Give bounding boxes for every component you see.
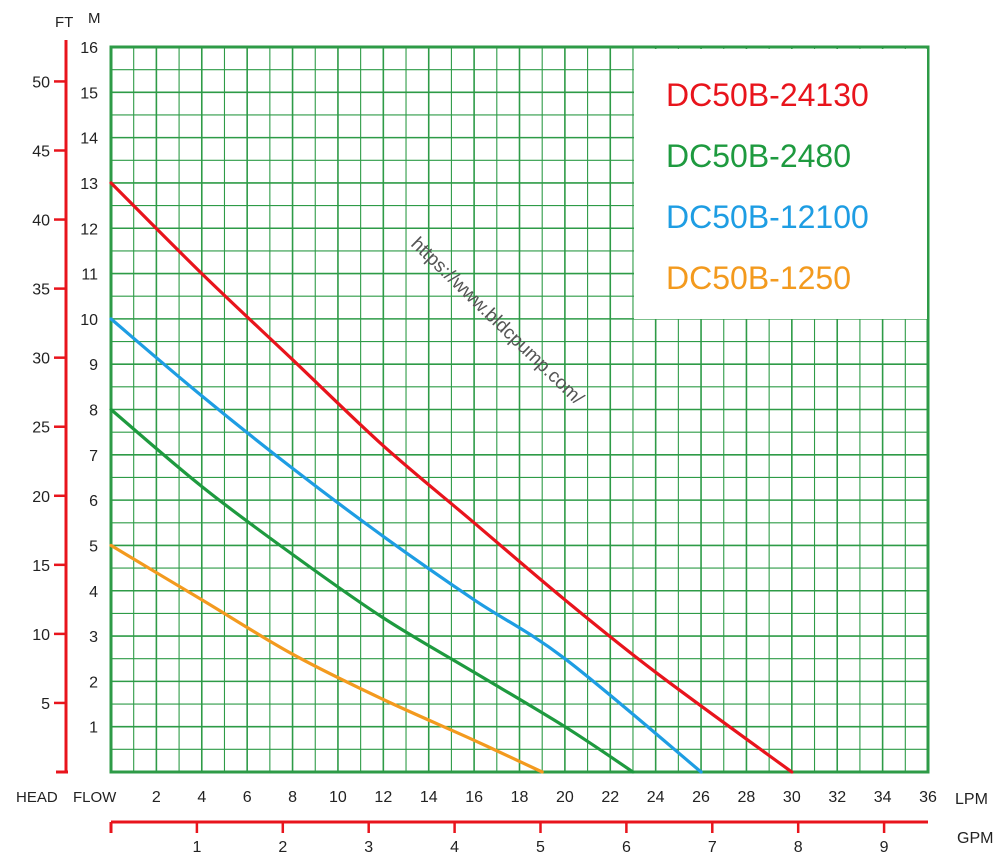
lpm-axis-tick-label: 4: [197, 789, 206, 806]
lpm-axis-tick-label: 8: [288, 789, 297, 806]
ft-axis-tick-label: 40: [32, 213, 50, 230]
m-axis-tick-label: 14: [80, 131, 98, 148]
gpm-axis-tick-label: 3: [364, 839, 373, 856]
m-axis-tick-label: 3: [89, 629, 98, 646]
lpm-axis-tick-label: 30: [783, 789, 801, 806]
m-axis-tick-label: 4: [89, 584, 98, 601]
lpm-axis-tick-label: 26: [692, 789, 710, 806]
flow-label: FLOW: [73, 789, 117, 806]
gpm-axis-tick-label: 9: [880, 839, 889, 856]
ft-axis-tick-label: 5: [41, 696, 50, 713]
head-label: HEAD: [16, 789, 58, 806]
lpm-axis-tick-label: 2: [152, 789, 161, 806]
ft-axis-label: FT: [55, 14, 73, 31]
ft-axis-tick-label: 25: [32, 420, 50, 437]
ft-axis: 5 10 15 20 25 30 35 40 45 50: [32, 40, 68, 774]
legend-entry: DC50B-1250: [666, 260, 851, 296]
lpm-axis-tick-label: 34: [874, 789, 892, 806]
m-axis-tick-label: 15: [80, 85, 98, 102]
ft-axis-tick-label: 50: [32, 74, 50, 91]
m-axis-tick-label: 6: [89, 493, 98, 510]
ft-axis-tick-label: 10: [32, 627, 50, 644]
legend-box: [634, 49, 927, 319]
grid: [111, 47, 928, 772]
gpm-axis: 1 2 3 4 5 6 7 8 9: [109, 820, 928, 856]
series-line-dc50b-24130: [109, 181, 794, 774]
m-axis-tick-label: 9: [89, 357, 98, 374]
lpm-axis-tick-label: 20: [556, 789, 574, 806]
ft-axis-tick-label: 35: [32, 282, 50, 299]
ft-axis-tick-label: 15: [32, 558, 50, 575]
m-axis-tick-label: 10: [80, 312, 98, 329]
lpm-axis-tick-label: 6: [243, 789, 252, 806]
legend: DC50B-24130 DC50B-2480 DC50B-12100 DC50B-12…: [666, 77, 869, 296]
m-axis-tick-label: 1: [89, 720, 98, 737]
series-layer: [109, 181, 794, 774]
legend-entry: DC50B-24130: [666, 77, 869, 113]
ft-axis-tick-label: 30: [32, 351, 50, 368]
gpm-axis-tick-label: 1: [192, 839, 201, 856]
lpm-axis-tick-label: 28: [738, 789, 756, 806]
lpm-axis-tick-label: 16: [465, 789, 483, 806]
gpm-axis-tick-label: 5: [536, 839, 545, 856]
gpm-axis-tick-label: 4: [450, 839, 459, 856]
lpm-axis-tick-label: 32: [828, 789, 846, 806]
gpm-axis-tick-label: 7: [708, 839, 717, 856]
m-axis-tick-label: 8: [89, 403, 98, 420]
gpm-axis-tick-label: 8: [794, 839, 803, 856]
m-axis-label: M: [88, 10, 101, 27]
series-line-dc50b-12100: [109, 317, 703, 774]
gpm-axis-tick-label: 6: [622, 839, 631, 856]
lpm-axis-tick-label: 24: [647, 789, 665, 806]
m-axis-tick-label: 16: [80, 40, 98, 57]
legend-entry: DC50B-12100: [666, 199, 869, 235]
lpm-axis-tick-label: 14: [420, 789, 438, 806]
lpm-axis-tick-label: 22: [601, 789, 619, 806]
ft-axis-tick-label: 20: [32, 489, 50, 506]
legend-entry: DC50B-2480: [666, 138, 851, 174]
series-line-dc50b-2480: [109, 407, 635, 774]
m-axis-tick-label: 11: [81, 267, 98, 284]
series-line-dc50b-1250: [109, 543, 544, 774]
m-axis-tick-label: 7: [89, 448, 98, 465]
lpm-axis: 2 4 6 8 10 12 14 16 18 20 22 24 26 28 30 32 34 36: [152, 789, 937, 806]
m-axis-tick-label: 2: [89, 674, 98, 691]
lpm-axis-tick-label: 12: [374, 789, 392, 806]
lpm-axis-tick-label: 36: [919, 789, 937, 806]
lpm-axis-label: LPM: [955, 791, 988, 808]
m-axis-tick-label: 12: [80, 221, 98, 238]
lpm-axis-tick-label: 18: [511, 789, 529, 806]
m-axis-tick-label: 5: [89, 538, 98, 555]
lpm-axis-tick-label: 10: [329, 789, 347, 806]
gpm-axis-label: GPM: [957, 830, 993, 847]
gpm-axis-tick-label: 2: [278, 839, 287, 856]
ft-axis-tick-label: 45: [32, 143, 50, 160]
m-axis-tick-label: 13: [80, 176, 98, 193]
